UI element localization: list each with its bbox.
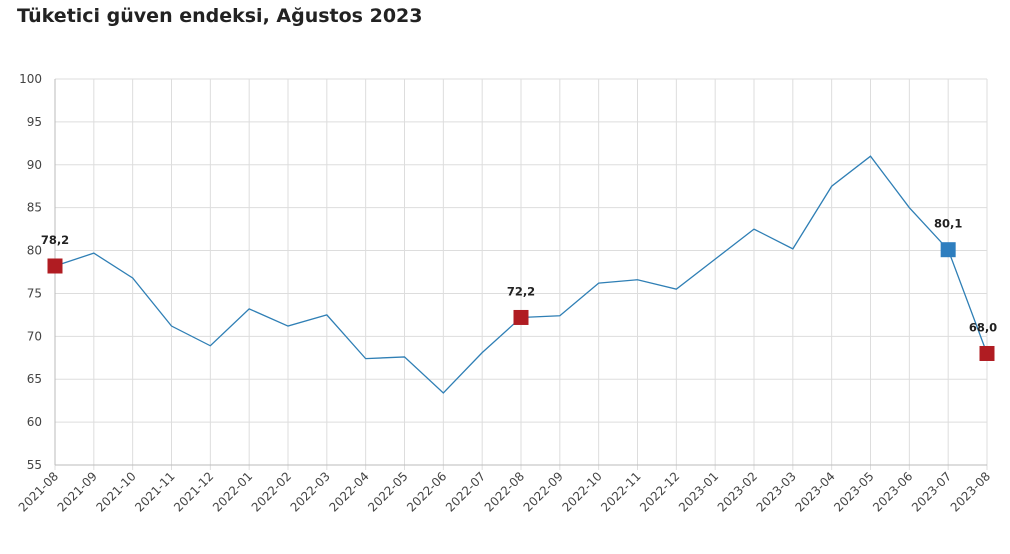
x-tick-label: 2022-01 (210, 469, 255, 514)
x-tick-label: 2023-01 (676, 469, 721, 514)
x-tick-label: 2022-05 (365, 469, 410, 514)
x-tick-label: 2022-04 (326, 469, 371, 514)
x-tick-label: 2022-12 (637, 469, 682, 514)
x-tick-label: 2022-03 (288, 469, 333, 514)
x-tick-label: 2022-10 (559, 469, 604, 514)
y-tick-label: 65 (27, 372, 42, 386)
y-tick-label: 70 (27, 329, 42, 343)
y-tick-label: 90 (27, 158, 42, 172)
y-tick-label: 100 (19, 72, 42, 86)
y-tick-label: 80 (27, 244, 42, 258)
x-tick-label: 2022-06 (404, 469, 449, 514)
data-label: 68,0 (969, 320, 997, 334)
x-tick-label: 2023-08 (948, 469, 993, 514)
x-tick-label: 2021-10 (93, 469, 138, 514)
x-tick-label: 2022-08 (482, 469, 527, 514)
x-tick-label: 2023-06 (870, 469, 915, 514)
x-tick-label: 2023-07 (909, 469, 954, 514)
x-tick-label: 2021-11 (132, 469, 177, 514)
data-label: 72,2 (507, 284, 535, 298)
x-tick-label: 2022-07 (443, 469, 488, 514)
chart-title: Tüketici güven endeksi, Ağustos 2023 (17, 5, 423, 27)
y-tick-label: 95 (27, 115, 42, 129)
y-tick-label: 55 (27, 458, 42, 472)
data-marker (513, 309, 529, 325)
x-tick-label: 2023-03 (754, 469, 799, 514)
x-tick-label: 2021-08 (16, 469, 61, 514)
data-marker (940, 242, 956, 258)
data-label: 78,2 (41, 233, 69, 247)
data-label: 80,1 (934, 217, 962, 231)
data-marker (47, 258, 63, 274)
x-tick-label: 2022-11 (598, 469, 643, 514)
x-tick-label: 2023-04 (792, 469, 837, 514)
y-tick-label: 85 (27, 201, 42, 215)
x-tick-label: 2022-02 (249, 469, 294, 514)
data-marker (979, 345, 995, 361)
x-tick-label: 2023-02 (715, 469, 760, 514)
x-tick-label: 2021-12 (171, 469, 216, 514)
x-tick-label: 2023-05 (831, 469, 876, 514)
y-tick-label: 60 (27, 415, 42, 429)
x-tick-label: 2022-09 (521, 469, 566, 514)
x-tick-label: 2021-09 (55, 469, 100, 514)
y-tick-label: 75 (27, 286, 42, 300)
